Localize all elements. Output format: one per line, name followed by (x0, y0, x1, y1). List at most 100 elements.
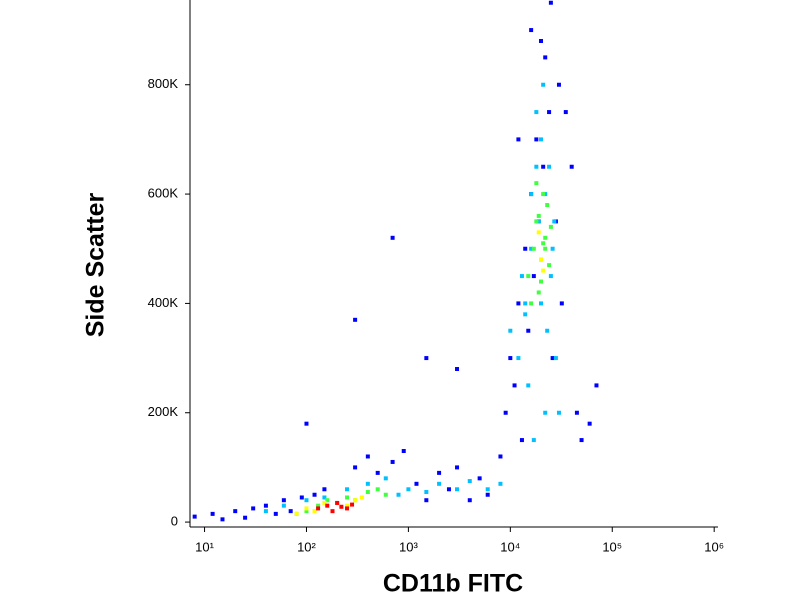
point (322, 500, 327, 505)
point (322, 495, 327, 500)
x-tick-label: 10³ (399, 539, 418, 554)
point (545, 328, 550, 333)
point (536, 290, 541, 295)
point (534, 181, 539, 186)
point (550, 246, 555, 251)
point (316, 503, 321, 508)
point (539, 301, 544, 306)
point (547, 164, 552, 169)
point (526, 383, 531, 388)
point (574, 410, 579, 415)
y-tick-label: 600K (148, 186, 179, 201)
point (406, 487, 411, 492)
point (390, 235, 395, 240)
point (579, 438, 584, 443)
point (569, 164, 574, 169)
point (263, 509, 268, 514)
point (559, 301, 564, 306)
point (414, 481, 419, 486)
y-tick-label: 800K (148, 76, 179, 91)
point (526, 328, 531, 333)
point (516, 356, 521, 361)
x-axis-title: CD11b FITC (383, 570, 523, 598)
point (251, 506, 256, 511)
point (543, 246, 548, 251)
point (288, 509, 293, 514)
y-tick-label: 400K (148, 295, 179, 310)
point (424, 356, 429, 361)
point (529, 246, 534, 251)
point (541, 268, 546, 273)
point (304, 509, 309, 514)
point (519, 274, 524, 279)
point (401, 449, 406, 454)
point (263, 503, 268, 508)
point (365, 481, 370, 486)
point (556, 410, 561, 415)
y-tick-label: 200K (148, 404, 179, 419)
point (396, 492, 401, 497)
point (220, 517, 225, 522)
x-tick-label: 10⁴ (500, 539, 520, 554)
point (455, 465, 460, 470)
point (541, 82, 546, 87)
point (455, 487, 460, 492)
point (345, 506, 350, 511)
point (353, 317, 358, 322)
point (455, 367, 460, 372)
point (534, 219, 539, 224)
point (383, 492, 388, 497)
point (545, 203, 550, 208)
point (548, 0, 553, 5)
point (539, 257, 544, 262)
point (325, 503, 330, 508)
point (210, 511, 215, 516)
point (543, 55, 548, 60)
point (312, 509, 317, 514)
point (446, 487, 451, 492)
point (281, 498, 286, 503)
point (192, 514, 197, 519)
x-tick-label: 10¹ (195, 539, 214, 554)
point (243, 515, 248, 520)
point (273, 511, 278, 516)
point (375, 470, 380, 475)
y-axis-title: Side Scatter (82, 192, 110, 337)
point (485, 487, 490, 492)
point (543, 235, 548, 240)
point (503, 410, 508, 415)
point (467, 498, 472, 503)
point (477, 476, 482, 481)
point (534, 164, 539, 169)
point (335, 500, 340, 505)
point (539, 279, 544, 284)
point (552, 219, 557, 224)
point (534, 137, 539, 142)
point (587, 421, 592, 426)
point (330, 509, 335, 514)
point (523, 312, 528, 317)
point (437, 470, 442, 475)
point (345, 487, 350, 492)
point (543, 192, 548, 197)
point (536, 213, 541, 218)
point (529, 28, 534, 33)
point (353, 498, 358, 503)
x-tick-label: 10² (297, 539, 316, 554)
point (519, 438, 524, 443)
point (345, 495, 350, 500)
point (548, 274, 553, 279)
point (424, 498, 429, 503)
point (594, 383, 599, 388)
point (281, 503, 286, 508)
point (547, 263, 552, 268)
point (294, 511, 299, 516)
point (516, 301, 521, 306)
point (316, 506, 321, 511)
point (512, 383, 517, 388)
x-tick-label: 10⁶ (704, 539, 724, 554)
point (548, 224, 553, 229)
point (508, 356, 513, 361)
point (547, 110, 552, 115)
